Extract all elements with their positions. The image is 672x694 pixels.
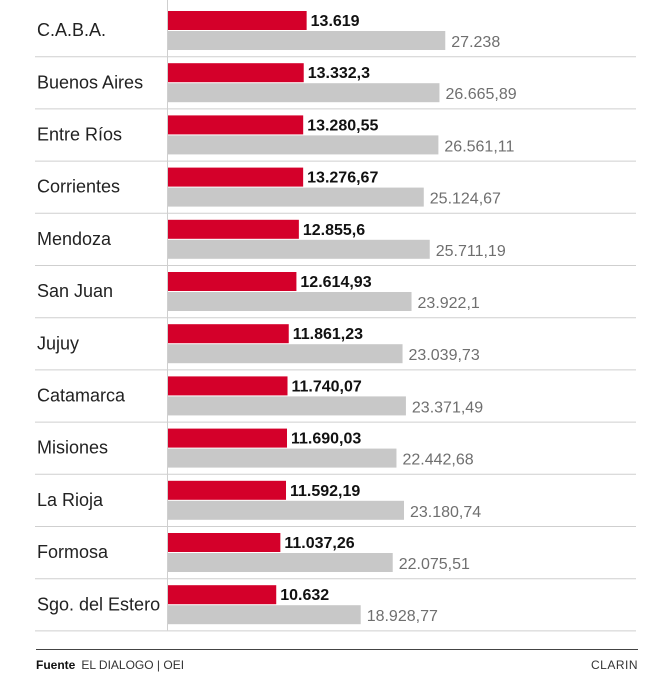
bar-red [168,376,288,396]
bar-red [168,324,289,344]
data-label-gray: 23.039,73 [409,347,480,364]
brand-label: CLARIN [590,658,638,672]
bar-gray [168,135,439,155]
category-label: Corrientes [37,177,120,197]
bar-red [168,11,307,30]
category-label: Mendoza [37,229,112,249]
bar-gray [168,605,361,625]
category-label: Buenos Aires [37,72,143,92]
data-label-gray: 22.075,51 [399,556,470,573]
bar-gray [168,83,440,103]
data-label-red: 11.861,23 [293,326,363,343]
bar-red [168,63,304,83]
data-label-red: 11.037,26 [284,535,354,552]
data-label-gray: 22.442,68 [402,452,473,469]
bar-chart: C.A.B.A. 13.619 27.238 Buenos Aires 13.332,3… [35,0,636,632]
data-label-red: 13.276,67 [307,170,378,187]
bar-red [168,480,287,500]
data-label-gray: 26.561,11 [444,138,514,155]
data-label-gray: 23.371,49 [412,399,483,416]
data-label-red: 13.619 [311,13,360,30]
bar-red [168,428,288,448]
bar-red [168,585,277,605]
data-label-red: 10.632 [280,587,329,604]
bar-red [168,533,281,552]
bar-red [168,272,297,291]
bar-gray [168,187,424,207]
category-label: Misiones [37,438,108,458]
data-label-red: 13.280,55 [307,117,378,134]
data-label-gray: 26.665,89 [445,86,516,103]
bar-gray [168,500,404,520]
data-label-red: 11.690,03 [291,431,361,448]
data-label-red: 13.332,3 [308,65,370,82]
data-label-gray: 27.238 [451,34,500,51]
source-label: Fuente [36,658,76,672]
category-label: Entre Ríos [37,125,122,145]
data-label-gray: 25.124,67 [430,191,501,208]
data-label-gray: 18.928,77 [367,608,438,625]
bar-red [168,167,304,187]
category-label: Sgo. del Estero [37,594,160,614]
category-label: Formosa [37,542,109,562]
data-label-red: 11.592,19 [290,483,360,500]
bar-red [168,115,304,135]
bar-red [168,219,299,239]
data-label-gray: 25.711,19 [436,243,506,260]
source-text: EL DIALOGO | OEI [81,658,185,672]
data-label-red: 12.614,93 [300,274,371,291]
bar-gray [168,292,412,311]
chart-footer: Fuente EL DIALOGO | OEI CLARIN [36,649,638,676]
category-label: Jujuy [37,333,79,353]
category-label: San Juan [37,281,113,301]
bar-gray [168,344,403,364]
data-label-gray: 23.922,1 [418,295,480,312]
category-label: C.A.B.A. [37,20,106,40]
category-label: La Rioja [37,490,104,510]
data-label-red: 11.740,07 [292,378,362,395]
data-label-gray: 23.180,74 [410,504,481,521]
category-label: Catamarca [37,386,126,406]
bar-gray [168,239,430,259]
bar-gray [168,448,397,468]
bar-gray [168,553,393,572]
bar-gray [168,396,406,416]
bar-gray [168,31,446,50]
source-note: Fuente EL DIALOGO | OEI [36,658,184,672]
data-label-red: 12.855,6 [303,222,365,239]
